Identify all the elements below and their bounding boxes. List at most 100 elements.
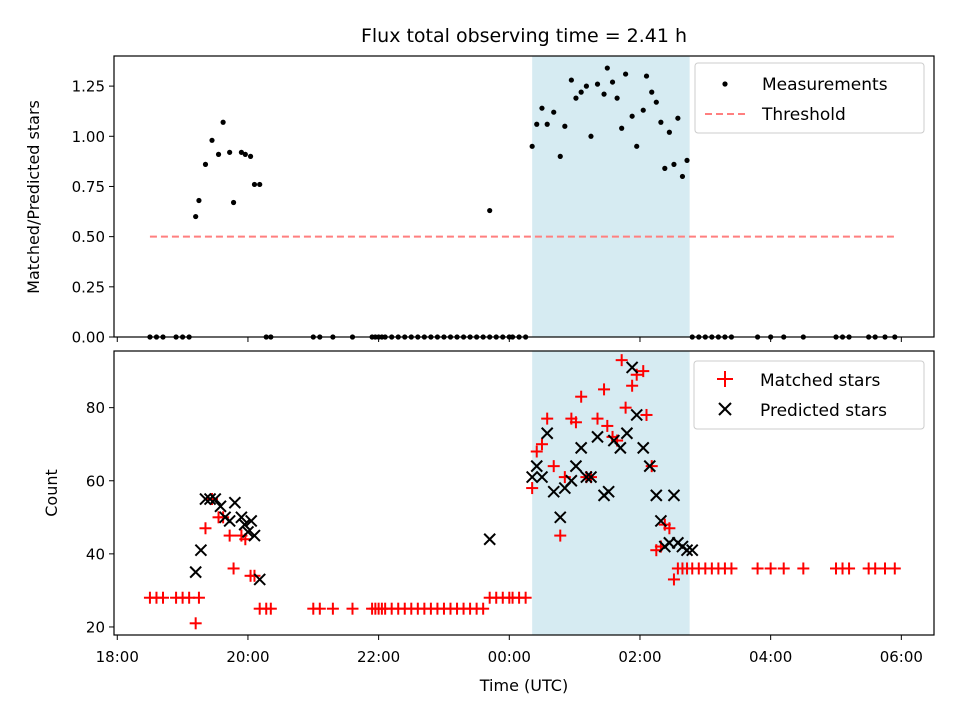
x-tick-label: 06:00 — [880, 648, 923, 666]
predicted-star-point — [667, 489, 681, 502]
predicted-star-point — [199, 492, 212, 506]
x-tick-label: 04:00 — [749, 648, 792, 666]
measurement-point — [568, 77, 574, 83]
measurement-point — [609, 79, 616, 85]
matched-star-point — [751, 562, 764, 575]
measurement-point — [551, 109, 557, 115]
predicted-star-point — [535, 470, 549, 484]
y-tick-label: 0.00 — [72, 329, 105, 347]
measurement-point — [573, 95, 579, 101]
predicted-star-point — [194, 543, 208, 557]
matched-star-point — [541, 412, 554, 425]
predicted-star-point — [574, 441, 588, 455]
x-tick-label: 02:00 — [618, 648, 661, 666]
matched-star-point — [223, 529, 236, 542]
y-tick-label: 20 — [86, 618, 105, 636]
predicted-star-point — [483, 533, 496, 546]
matched-star-point — [637, 365, 650, 378]
predicted-star-point — [253, 573, 266, 586]
bottom-panel: 20 40 60 80 18:00 20:00 22:00 00:00 02:00 04:00 0… — [42, 350, 935, 695]
matched-star-point — [547, 460, 560, 473]
measurement-point — [487, 207, 493, 214]
matched-star-point — [797, 562, 810, 575]
measurement-point — [629, 113, 635, 119]
matched-star-point — [192, 591, 205, 604]
measurement-point — [215, 151, 222, 157]
measurement-point — [557, 153, 563, 159]
predicted-star-point — [643, 459, 656, 473]
predicted-star-point — [580, 470, 593, 484]
matched-star-point — [326, 602, 339, 615]
predicted-star-point — [235, 511, 248, 524]
measurement-point — [671, 161, 677, 167]
y-tick-label: 60 — [86, 472, 105, 490]
matched-star-point — [619, 401, 632, 414]
predicted-star-point — [569, 459, 583, 473]
x-axis-label: Time (UTC) — [479, 676, 568, 695]
matched-star-point — [601, 419, 614, 432]
matched-star-point — [535, 438, 548, 451]
measurement-point — [684, 157, 690, 163]
bottom-y-axis-label: Count — [42, 469, 61, 517]
predicted-star-point — [530, 459, 543, 473]
measurement-point — [227, 149, 233, 155]
figure-title: Flux total observing time = 2.41 h — [361, 25, 687, 47]
measurement-point — [604, 65, 610, 71]
x-tick-label: 18:00 — [96, 648, 139, 666]
matched-star-point — [725, 562, 738, 575]
top-y-ticks: 0.00 0.25 0.50 0.75 1.00 1.25 — [72, 78, 114, 347]
legend-predicted-marker — [718, 402, 732, 416]
measurement-point — [614, 95, 620, 101]
top-shaded-interval — [532, 56, 690, 337]
measurement-point — [251, 181, 258, 188]
predicted-star-point — [620, 427, 634, 440]
predicted-star-point — [614, 441, 627, 455]
measurement-point — [675, 115, 681, 121]
measurement-point — [220, 119, 226, 125]
x-tick-label: 22:00 — [357, 648, 400, 666]
matched-star-point — [264, 602, 277, 615]
measurement-point — [539, 105, 545, 111]
measurement-point — [209, 137, 215, 143]
matched-star-point — [526, 482, 539, 495]
predicted-star-point — [680, 543, 694, 557]
y-tick-label: 1.25 — [72, 78, 105, 96]
predicted-star-point — [540, 427, 554, 440]
top-axes-frame — [113, 55, 935, 338]
measurement-point — [679, 173, 686, 180]
predicted-star-point — [228, 496, 242, 509]
matched-star-point — [530, 445, 543, 458]
legend-predicted-label: Predicted stars — [760, 401, 887, 421]
y-tick-label: 0.75 — [72, 178, 105, 196]
matched-star-point — [477, 602, 490, 615]
predicted-star-point — [625, 361, 639, 374]
matched-star-point — [640, 408, 653, 421]
measurement-point — [583, 83, 589, 89]
matched-star-point — [663, 522, 676, 535]
matched-star-point — [189, 617, 202, 630]
matched-star-point — [569, 416, 582, 429]
predicted-star-point — [554, 511, 567, 524]
measurement-point — [649, 89, 655, 95]
matched-star-point — [248, 569, 261, 582]
measurement-point — [196, 197, 202, 204]
legend-matched-marker — [717, 371, 733, 387]
measurement-point — [193, 213, 199, 220]
measurements-series — [147, 65, 898, 340]
matched-star-point — [764, 562, 777, 575]
top-legend-box — [694, 62, 925, 134]
predicted-star-point — [248, 529, 261, 542]
measurement-point — [238, 149, 245, 155]
predicted-star-point — [654, 514, 668, 528]
top-y-axis-label: Matched/Predicted stars — [24, 100, 43, 294]
predicted-star-point — [591, 430, 604, 444]
y-tick-label: 0.25 — [72, 278, 105, 296]
top-legend: Measurements Threshold — [694, 62, 925, 134]
matched-star-point — [199, 522, 212, 535]
x-tick-label: 20:00 — [226, 648, 269, 666]
predicted-star-point — [189, 565, 202, 579]
top-panel: 0.00 0.25 0.50 0.75 1.00 1.25 Matched/Predict… — [24, 55, 935, 347]
bottom-legend: Matched stars Predicted stars — [693, 360, 925, 430]
matched-star-point — [554, 529, 567, 542]
